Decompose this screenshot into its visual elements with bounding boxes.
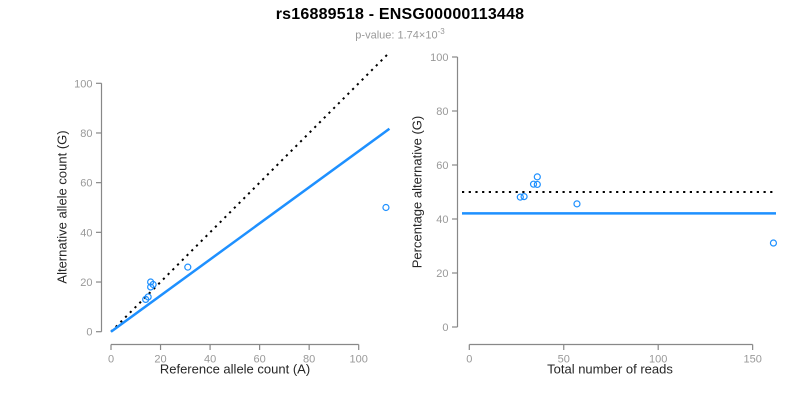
y-tick-label: 0 (86, 327, 92, 339)
data-point (516, 193, 524, 201)
pvalue-text: p-value: 1.74×10 (355, 29, 438, 42)
figure-title: rs16889518 - ENSG00000113448 (275, 6, 525, 23)
y-tick-label: 60 (80, 178, 92, 190)
x-tick-label: 0 (466, 354, 472, 366)
identity-line (110, 52, 390, 333)
data-point (382, 203, 390, 212)
x-tick-label: 100 (649, 354, 667, 366)
data-point (529, 180, 538, 188)
data-point (520, 192, 528, 201)
data-point (769, 239, 778, 247)
data-point (533, 180, 541, 189)
pvalue-exponent: -3 (437, 27, 445, 36)
y-tick-label: 20 (80, 277, 92, 289)
data-point (184, 263, 192, 271)
right-y-axis-label: Percentage alternative (G) (409, 115, 425, 269)
x-tick-label: 150 (743, 354, 761, 366)
data-point (533, 173, 541, 181)
y-tick-label: 80 (80, 128, 92, 140)
x-tick-label: 60 (253, 354, 265, 366)
fit-line (110, 127, 391, 333)
data-point (573, 200, 581, 208)
y-tick-label: 40 (436, 214, 448, 226)
x-tick-label: 50 (558, 354, 570, 366)
y-tick-label: 100 (430, 52, 448, 64)
y-tick-label: 60 (436, 160, 448, 172)
y-tick-label: 80 (436, 106, 448, 118)
x-tick-label: 20 (154, 354, 166, 366)
x-tick-label: 40 (204, 354, 216, 366)
left-y-axis-label: Alternative allele count (G) (54, 130, 70, 284)
data-point (149, 280, 157, 289)
figure-subtitle-pvalue: p-value: 1.74×10-3 (0, 27, 800, 42)
x-tick-label: 100 (350, 354, 368, 366)
left-x-axis-label: Reference allele count (A) (159, 361, 311, 377)
x-tick-label: 0 (108, 354, 114, 366)
data-point (144, 293, 152, 301)
y-tick-label: 100 (74, 78, 92, 90)
right-x-axis-label: Total number of reads (547, 361, 673, 377)
y-tick-label: 0 (442, 322, 448, 334)
y-tick-label: 40 (80, 227, 92, 239)
x-tick-label: 80 (303, 354, 315, 366)
y-tick-label: 20 (436, 268, 448, 280)
